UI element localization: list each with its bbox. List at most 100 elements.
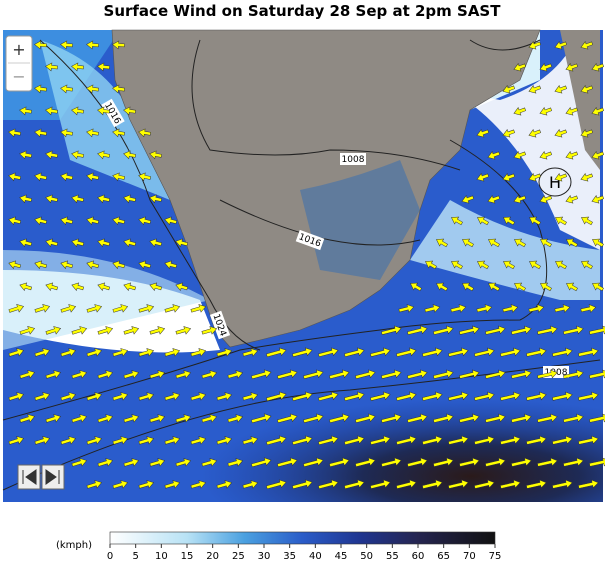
arrow-shape: [242, 436, 259, 445]
arrow-shape: [537, 413, 558, 423]
arrow-shape: [563, 325, 584, 335]
arrow-shape: [566, 238, 578, 248]
arrow-shape: [164, 480, 181, 489]
arrow-shape: [554, 129, 568, 138]
arrow-shape: [190, 304, 207, 313]
arrow-shape: [459, 413, 480, 423]
arrow-shape: [45, 326, 62, 335]
wind-arrow: [34, 392, 51, 401]
arrow-shape: [123, 150, 136, 160]
wind-arrow: [554, 85, 568, 94]
arrow-shape: [123, 238, 137, 248]
arrow-shape: [303, 413, 324, 424]
wind-arrow: [502, 85, 516, 94]
arrow-shape: [60, 436, 77, 445]
wind-arrow: [591, 107, 605, 116]
wind-arrow: [554, 173, 568, 182]
arrow-shape: [138, 128, 151, 138]
wind-arrow: [45, 194, 59, 204]
arrow-shape: [433, 413, 454, 423]
wind-arrow: [422, 391, 443, 401]
legend-tick-label: 75: [489, 551, 502, 562]
wind-arrow: [513, 63, 527, 72]
wind-arrow: [448, 479, 469, 489]
isobar: [538, 167, 572, 197]
arrow-shape: [60, 128, 73, 138]
arrow-shape: [138, 436, 155, 445]
map: 1016 1008 1016 1024 1008 H: [2, 29, 605, 502]
strong-wind: [3, 330, 603, 502]
wind-arrow: [149, 370, 166, 379]
wind-arrow: [60, 216, 74, 226]
arrow-shape: [526, 479, 547, 489]
wind-arrow: [34, 436, 51, 445]
zoom-out[interactable]: −: [12, 67, 25, 86]
wind-arrow: [539, 107, 553, 116]
arrow-shape: [123, 370, 140, 379]
wind-arrow: [86, 216, 100, 226]
arrow-shape: [123, 106, 136, 116]
wind-arrow: [292, 479, 313, 490]
wind-arrow: [45, 62, 58, 72]
arrow-shape: [488, 238, 500, 248]
wind-arrow: [474, 435, 495, 445]
arrow-shape: [580, 41, 594, 50]
arrow-shape: [528, 41, 542, 50]
wind-arrow: [344, 347, 365, 358]
arrow-shape: [563, 457, 584, 467]
arrow-shape: [589, 457, 605, 467]
wind-arrow: [488, 282, 500, 292]
arrow-shape: [513, 107, 527, 116]
wind-arrow: [487, 195, 501, 204]
wind-arrow: [329, 413, 350, 424]
arrow-shape: [344, 347, 365, 358]
arrow-shape: [175, 414, 192, 423]
arrow-shape: [190, 348, 207, 357]
wind-arrow: [563, 413, 584, 423]
zoom-in[interactable]: +: [12, 40, 25, 59]
wind-arrow: [292, 435, 313, 446]
arrow-shape: [407, 369, 428, 379]
arrow-shape: [436, 238, 448, 248]
wind-arrow: [71, 458, 88, 467]
arrow-shape: [487, 151, 501, 160]
wind-arrow: [60, 392, 77, 401]
arrow-shape: [216, 480, 233, 489]
arrow-shape: [539, 107, 553, 116]
arrow-shape: [381, 369, 402, 379]
wind-arrow: [112, 392, 129, 401]
arrow-shape: [123, 282, 137, 292]
arrow-shape: [318, 479, 339, 490]
arrow-shape: [71, 62, 84, 72]
wind-arrow: [459, 369, 480, 379]
arrow-shape: [112, 260, 126, 270]
wind-arrow: [175, 238, 189, 248]
wind-arrow: [540, 238, 552, 248]
wind-arrow: [164, 348, 181, 357]
arrow-shape: [86, 348, 103, 357]
arrow-shape: [344, 479, 365, 490]
wind-arrow: [476, 304, 493, 313]
arrow-shape: [511, 457, 532, 467]
arrow-shape: [86, 304, 103, 313]
wind-arrow: [149, 458, 166, 467]
arrow-shape: [97, 150, 110, 160]
wind-arrow: [45, 150, 58, 160]
wind-arrow: [528, 173, 542, 182]
arrow-shape: [71, 326, 88, 335]
wind-arrow: [528, 41, 542, 50]
arrow-shape: [537, 457, 558, 467]
arrow-shape: [97, 238, 111, 248]
wind-arrow: [216, 392, 233, 401]
wind-arrow: [112, 304, 129, 313]
wind-arrow: [487, 151, 501, 160]
arrow-shape: [555, 216, 567, 226]
arrow-shape: [381, 457, 402, 467]
wind-arrow: [138, 304, 155, 313]
arrow-shape: [592, 238, 604, 248]
arrow-shape: [422, 391, 443, 401]
arrow-shape: [500, 435, 521, 445]
wind-arrow: [528, 85, 542, 94]
wind-arrow: [292, 391, 313, 402]
arrow-shape: [112, 436, 129, 445]
